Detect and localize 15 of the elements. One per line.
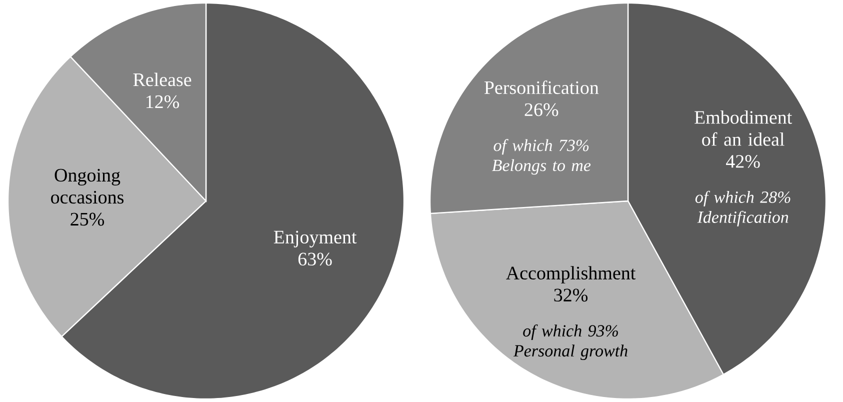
slice-label: Accomplishment (506, 266, 636, 284)
data-label: 25% (70, 212, 104, 226)
data-label: 42% (726, 155, 760, 168)
data-label: 26% (524, 103, 558, 116)
text: of which 73% Belongs to me (492, 139, 591, 175)
data-label: 12% (146, 95, 180, 108)
slice-label: Enjoyment (274, 230, 357, 248)
slice-label: Ongoing occasions (51, 168, 124, 204)
slice-label: Personification (484, 80, 599, 94)
slice-label: Embodiment of an ideal (694, 110, 792, 146)
data-label: 32% (554, 288, 588, 302)
data-label: 63% (298, 252, 332, 266)
text: of which 28% Identification (695, 190, 790, 226)
text: of which 93% Personal growth (513, 324, 628, 360)
slice-label: Release (133, 72, 192, 86)
